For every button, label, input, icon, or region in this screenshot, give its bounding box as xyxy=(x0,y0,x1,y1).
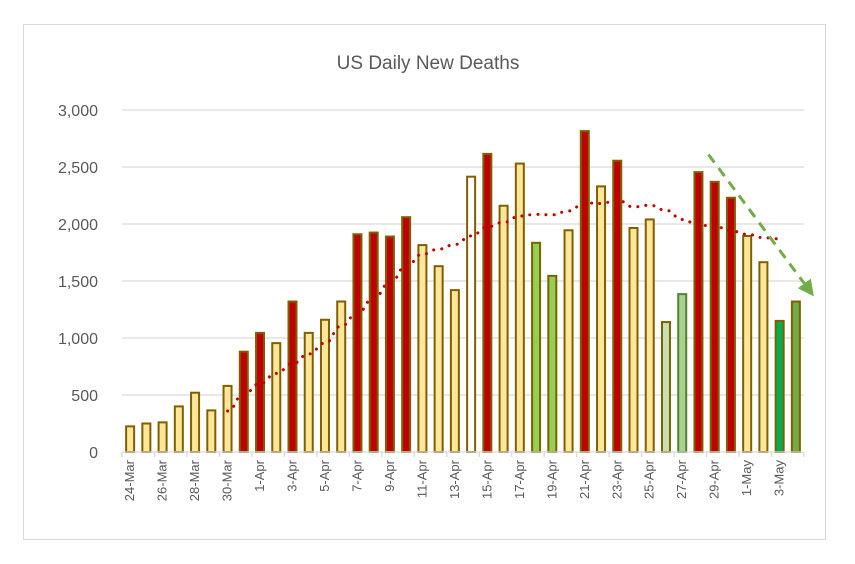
bar xyxy=(466,175,477,453)
bar xyxy=(596,185,607,453)
bar xyxy=(287,300,298,453)
bar xyxy=(157,421,168,453)
y-tick-label: 1,500 xyxy=(58,274,98,291)
bar xyxy=(368,231,379,453)
y-tick-label: 1,000 xyxy=(58,331,98,348)
bar xyxy=(709,180,720,453)
y-tick-label: 2,500 xyxy=(58,160,98,177)
bar xyxy=(563,229,574,453)
x-tick-label: 23-Apr xyxy=(609,459,624,499)
bar xyxy=(660,321,671,454)
bar xyxy=(693,171,704,453)
bar xyxy=(271,342,282,454)
x-tick-label: 11-Apr xyxy=(414,459,429,498)
bar xyxy=(173,405,184,453)
bar xyxy=(125,425,136,454)
bar xyxy=(319,318,330,454)
bar xyxy=(482,152,493,453)
bar xyxy=(531,241,542,453)
bar xyxy=(725,196,736,453)
x-tick-label: 1-Apr xyxy=(252,459,267,491)
x-tick-label: 3-May xyxy=(772,460,787,497)
bar xyxy=(628,226,639,453)
bar xyxy=(238,350,249,453)
bar xyxy=(255,331,266,453)
bar xyxy=(433,265,444,453)
bar xyxy=(190,391,201,453)
x-tick-label: 1-May xyxy=(739,460,754,497)
x-tick-label: 9-Apr xyxy=(382,459,397,491)
x-axis: 24-Mar 26-Mar 28-Mar 30-Mar 1-Apr 3-Apr 5-Apr 7… xyxy=(121,451,805,501)
x-tick-label: 21-Apr xyxy=(577,459,592,499)
annotations xyxy=(707,153,814,297)
bars xyxy=(125,130,801,454)
chart-title: US Daily New Deaths xyxy=(337,53,520,74)
trend-arrow-line xyxy=(707,153,806,285)
x-tick-label: 29-Apr xyxy=(707,459,722,499)
x-tick-label: 30-Mar xyxy=(220,459,235,501)
y-axis-ticks: 0 500 1,000 1,500 2,000 2,500 3,000 xyxy=(58,103,98,462)
bar xyxy=(206,409,217,454)
trend-arrow-head-icon xyxy=(797,278,814,297)
x-tick-label: 7-Apr xyxy=(349,459,364,491)
bar xyxy=(141,422,152,453)
bar xyxy=(498,204,509,453)
x-tick-label: 3-Apr xyxy=(285,459,300,491)
x-tick-label: 26-Mar xyxy=(155,459,170,501)
bar xyxy=(514,162,525,454)
bar xyxy=(644,218,655,453)
bar xyxy=(303,331,314,453)
gridlines xyxy=(122,109,804,396)
x-tick-label: 15-Apr xyxy=(479,459,494,499)
x-tick-label: 25-Apr xyxy=(642,459,657,499)
y-tick-label: 2,000 xyxy=(58,217,98,234)
bar xyxy=(790,300,801,453)
bar xyxy=(774,319,785,453)
x-tick-label: 28-Mar xyxy=(187,459,202,501)
x-tick-label: 5-Apr xyxy=(317,459,332,491)
bar xyxy=(579,130,590,453)
x-tick-label: 17-Apr xyxy=(512,459,527,499)
bar xyxy=(677,293,688,453)
bar xyxy=(612,159,623,453)
x-tick-label: 24-Mar xyxy=(122,459,137,501)
bar xyxy=(336,300,347,453)
bar xyxy=(758,261,769,453)
bar xyxy=(742,234,753,453)
y-tick-label: 0 xyxy=(89,445,98,462)
y-tick-label: 500 xyxy=(71,388,98,405)
bar xyxy=(417,244,428,453)
bar xyxy=(401,216,412,453)
x-tick-label: 19-Apr xyxy=(544,459,559,499)
bar xyxy=(449,289,460,453)
bar xyxy=(384,235,395,453)
y-tick-label: 3,000 xyxy=(58,103,98,120)
x-tick-label: 27-Apr xyxy=(674,459,689,499)
bar xyxy=(352,233,363,453)
bar xyxy=(547,274,558,453)
x-tick-label: 13-Apr xyxy=(447,459,462,499)
bar xyxy=(222,384,233,454)
